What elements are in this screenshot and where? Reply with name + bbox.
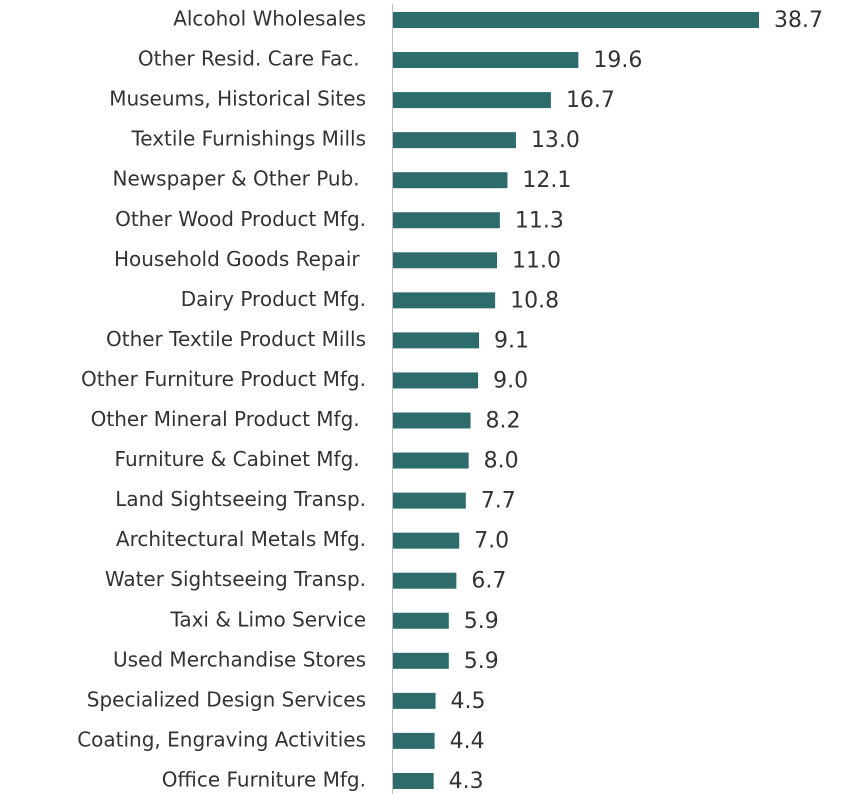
- bar: [393, 652, 449, 669]
- value-label: 5.9: [464, 609, 499, 634]
- bar: [393, 692, 436, 709]
- category-label: Other Wood Product Mfg.: [115, 207, 366, 231]
- value-label: 13.0: [531, 128, 580, 153]
- category-label: Architectural Metals Mfg.: [116, 527, 366, 551]
- category-label: Furniture & Cabinet Mfg.: [115, 447, 366, 471]
- value-label: 10.8: [510, 288, 559, 313]
- value-label: 12.1: [522, 168, 571, 193]
- value-label: 7.7: [481, 489, 516, 514]
- bar: [393, 532, 460, 549]
- bar: [393, 452, 469, 469]
- value-label: 4.3: [449, 769, 484, 794]
- category-label: Used Merchandise Stores: [113, 647, 366, 671]
- bar: [393, 132, 516, 149]
- value-label: 4.4: [450, 729, 485, 754]
- category-label: Land Sightseeing Transp.: [115, 487, 366, 511]
- category-label: Dairy Product Mfg.: [181, 287, 366, 311]
- bar: [393, 612, 449, 629]
- bar: [393, 172, 508, 189]
- category-label: Household Goods Repair: [114, 247, 366, 271]
- value-label: 38.7: [774, 8, 823, 33]
- category-label: Other Furniture Product Mfg.: [81, 367, 366, 391]
- bar: [393, 52, 579, 69]
- value-label: 11.0: [512, 248, 561, 273]
- bar: [393, 372, 479, 389]
- bar: [393, 12, 759, 28]
- value-label: 9.1: [494, 328, 529, 353]
- value-label: 8.2: [486, 409, 521, 434]
- value-label: 5.9: [464, 649, 499, 674]
- bar: [393, 292, 496, 309]
- value-label: 11.3: [515, 208, 564, 233]
- category-label: Coating, Engraving Activities: [77, 727, 366, 751]
- bar: [393, 332, 480, 349]
- bar: [393, 732, 435, 749]
- value-label: 7.0: [474, 529, 509, 554]
- value-label: 16.7: [566, 88, 615, 113]
- category-label: Specialized Design Services: [87, 687, 366, 711]
- value-label: 8.0: [484, 449, 519, 474]
- category-label: Other Mineral Product Mfg.: [91, 407, 366, 431]
- bar: [393, 212, 500, 229]
- bar: [393, 772, 434, 789]
- value-label: 9.0: [493, 368, 528, 393]
- value-label: 19.6: [593, 48, 642, 73]
- bar: [393, 252, 498, 269]
- category-label: Museums, Historical Sites: [109, 87, 366, 111]
- category-label: Other Resid. Care Fac.: [138, 47, 366, 71]
- bar: [393, 492, 466, 509]
- bar: [393, 572, 457, 589]
- category-label: Water Sightseeing Transp.: [105, 567, 366, 591]
- value-label: 6.7: [471, 569, 506, 594]
- category-label: Alcohol Wholesales: [173, 7, 366, 31]
- category-label: Textile Furnishings Mills: [130, 127, 366, 151]
- value-label: 4.5: [451, 689, 486, 714]
- category-label: Other Textile Product Mills: [106, 327, 366, 351]
- category-label: Taxi & Limo Service: [169, 607, 366, 631]
- bar: [393, 412, 471, 429]
- category-label: Office Furniture Mfg.: [162, 767, 366, 791]
- bar: [393, 92, 551, 109]
- category-label: Newspaper & Other Pub.: [113, 167, 366, 191]
